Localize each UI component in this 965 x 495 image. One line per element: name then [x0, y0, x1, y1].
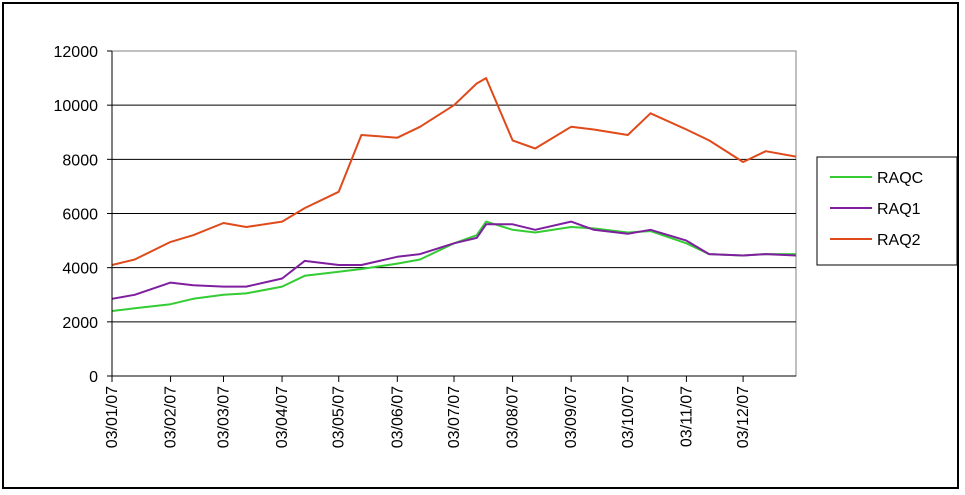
- x-tick-label: 03/04/07: [274, 386, 291, 448]
- legend: RAQC RAQ1 RAQ2: [816, 156, 958, 266]
- x-tick-label: 03/10/07: [620, 386, 637, 448]
- x-tick-label: 03/03/07: [215, 386, 232, 448]
- y-tick-label: 4000: [62, 261, 98, 278]
- x-tick-label: 03/01/07: [104, 386, 121, 448]
- x-tick-label: 03/05/07: [331, 386, 348, 448]
- series-line-raq2: [111, 77, 797, 266]
- x-tick-label: 03/09/07: [563, 386, 580, 448]
- x-tick-label: 03/02/07: [163, 386, 180, 448]
- x-tick-label: 03/08/07: [505, 386, 522, 448]
- legend-box: [816, 156, 958, 266]
- x-tick-label: 03/12/07: [735, 386, 752, 448]
- series-line-raqc: [111, 220, 796, 312]
- x-tick-label: 03/07/07: [446, 386, 463, 448]
- legend-label-raq1: RAQ1: [877, 201, 921, 218]
- y-tick-label: 12000: [54, 44, 99, 61]
- y-tick-label: 2000: [62, 315, 98, 332]
- x-tick-label: 03/11/07: [678, 386, 695, 447]
- x-axis-ticks: 03/01/07 03/02/07 03/03/07 03/04/07 03/05/07…: [104, 376, 752, 448]
- x-tick-label: 03/06/07: [389, 386, 406, 448]
- y-tick-label: 10000: [54, 98, 99, 115]
- legend-label-raq2: RAQ2: [877, 232, 921, 249]
- legend-label-raqc: RAQC: [877, 170, 923, 187]
- y-tick-label: 0: [89, 369, 98, 386]
- y-tick-label: 8000: [62, 152, 98, 169]
- series-line-raq1: [111, 220, 797, 300]
- y-tick-label: 6000: [62, 207, 98, 224]
- series-lines: [111, 77, 797, 312]
- y-axis-ticks: 0 2000 4000 6000 8000 10000 12000: [54, 44, 112, 386]
